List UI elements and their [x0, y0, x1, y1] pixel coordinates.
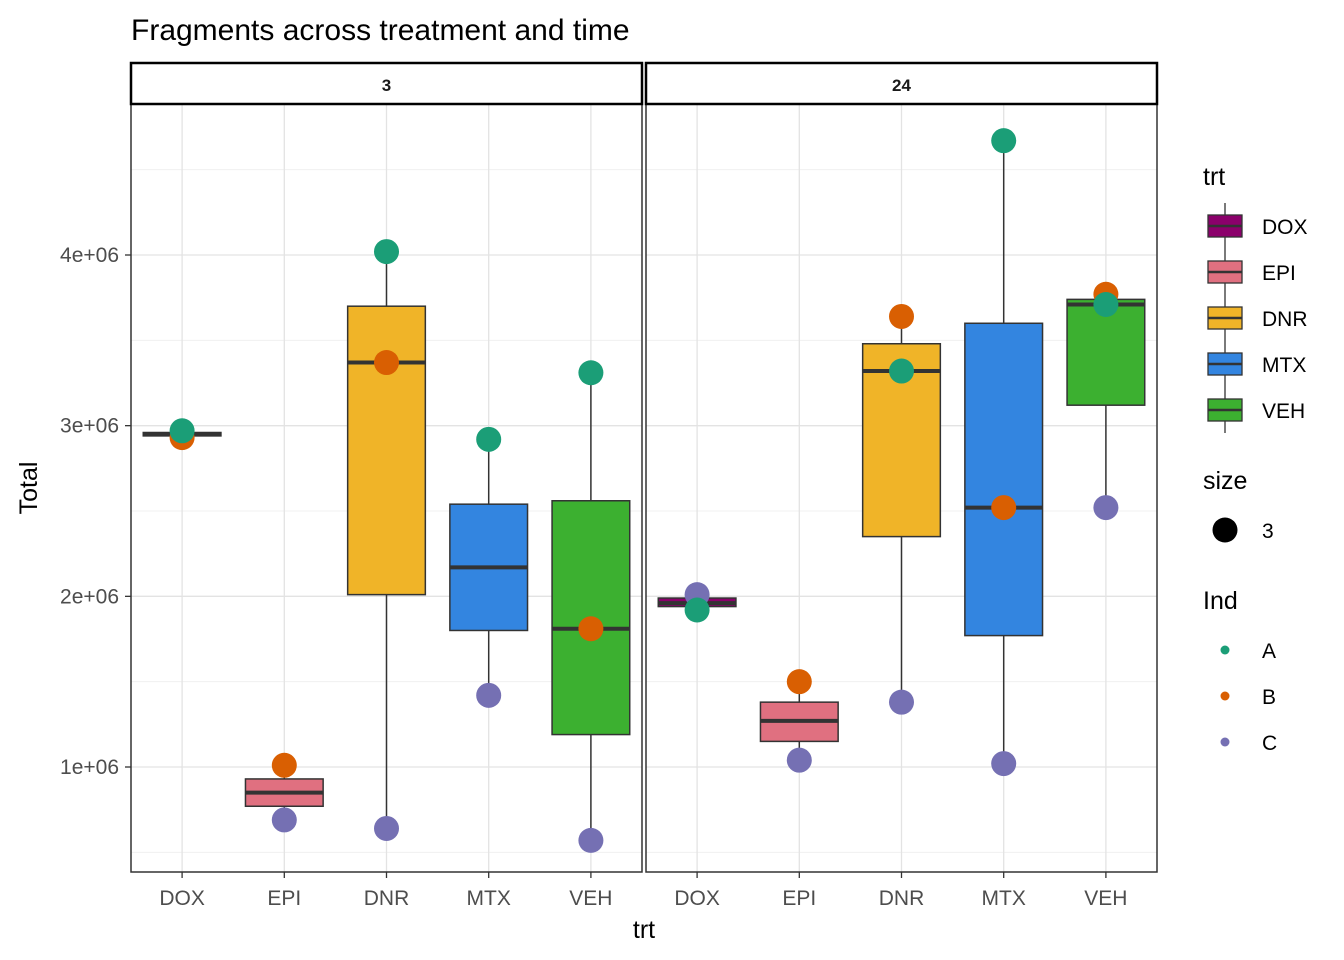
legend-key-point: [1220, 737, 1230, 747]
legend-size: size 3: [1203, 467, 1274, 543]
y-axis: 1e+06 2e+06 3e+06 4e+06: [60, 244, 131, 779]
point-DNR-A: [889, 358, 914, 384]
x-tick-label: VEH: [1084, 887, 1127, 910]
point-VEH-C: [1093, 495, 1119, 521]
point-MTX-B: [991, 495, 1017, 521]
legend-title: trt: [1203, 163, 1225, 191]
point-DNR-A: [374, 239, 399, 265]
box-VEH: [1066, 294, 1146, 508]
legend-label: VEH: [1262, 400, 1305, 423]
legend-key-point: [1212, 517, 1238, 543]
facet-strip-label: 3: [382, 76, 391, 95]
facet-strip: [644, 61, 1159, 106]
box-iqr: [964, 322, 1044, 637]
y-tick-label: 4e+06: [60, 244, 119, 267]
point-DNR-C: [374, 815, 399, 841]
legend-title: Ind: [1203, 587, 1238, 615]
y-tick-label: 2e+06: [60, 585, 119, 608]
point-DNR-B: [889, 303, 914, 329]
point-EPI-B: [786, 669, 812, 695]
x-tick-label: VEH: [569, 887, 612, 910]
legend-Ind: Ind ABC: [1203, 587, 1277, 755]
legend: trt DOX EPI DNR MTX VEH size 3 Ind ABC: [1203, 163, 1308, 755]
legend-label: EPI: [1262, 262, 1296, 285]
point-EPI-C: [271, 807, 297, 833]
legend-trt: trt DOX EPI DNR MTX VEH: [1203, 163, 1308, 433]
x-tick-label: EPI: [267, 887, 301, 910]
point-DOX-A: [169, 418, 195, 444]
legend-label: A: [1262, 640, 1276, 663]
x-tick-label: EPI: [782, 887, 816, 910]
point-MTX-C: [991, 751, 1017, 777]
legend-key-point: [1220, 691, 1230, 701]
legend-label: MTX: [1262, 354, 1306, 377]
box-MTX: [964, 140, 1044, 764]
point-MTX-A: [991, 128, 1017, 154]
facet-panels: 3 DOX EPI DNR MTX VEH 24 DOX EPI DNR MTX VEH: [129, 61, 1159, 910]
box-iqr: [1066, 298, 1146, 406]
y-tick-label: 1e+06: [60, 756, 119, 779]
facet-strip: [129, 61, 644, 106]
point-MTX-A: [476, 426, 502, 452]
box-iqr: [346, 305, 427, 596]
x-tick-label: MTX: [982, 887, 1026, 910]
point-EPI-C: [786, 747, 812, 773]
box-MTX: [449, 439, 529, 696]
facet-panel-3: 3 DOX EPI DNR MTX VEH: [129, 61, 644, 910]
y-axis-title: Total: [15, 462, 43, 515]
point-VEH-A: [1093, 291, 1119, 317]
point-DNR-B: [374, 350, 399, 376]
point-VEH-C: [578, 827, 604, 853]
y-tick-label: 3e+06: [60, 415, 119, 438]
x-tick-label: DNR: [879, 887, 925, 910]
point-EPI-B: [271, 752, 297, 778]
legend-label: C: [1262, 732, 1277, 755]
point-VEH-A: [578, 360, 604, 386]
legend-label: 3: [1262, 520, 1274, 543]
box-EPI: [759, 681, 839, 761]
legend-label: DOX: [1262, 216, 1308, 239]
legend-label: B: [1262, 686, 1276, 709]
legend-title: size: [1203, 467, 1247, 495]
point-DOX-A: [684, 597, 710, 623]
x-tick-label: MTX: [467, 887, 511, 910]
facet-strip-label: 24: [892, 76, 911, 95]
facet-panel-24: 24 DOX EPI DNR MTX VEH: [644, 61, 1159, 910]
x-axis-title: trt: [633, 916, 655, 944]
x-tick-label: DNR: [364, 887, 410, 910]
point-DNR-C: [889, 689, 914, 715]
legend-key-point: [1220, 645, 1230, 655]
point-VEH-B: [578, 616, 604, 642]
x-tick-label: DOX: [159, 887, 205, 910]
chart-title: Fragments across treatment and time: [131, 14, 630, 47]
x-tick-label: DOX: [674, 887, 720, 910]
legend-label: DNR: [1262, 308, 1308, 331]
point-MTX-C: [476, 682, 502, 708]
